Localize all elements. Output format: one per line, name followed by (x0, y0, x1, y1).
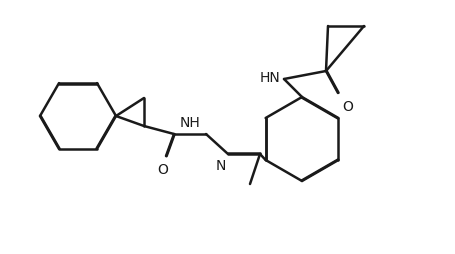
Text: O: O (157, 162, 168, 176)
Text: N: N (215, 158, 226, 172)
Text: NH: NH (179, 116, 200, 130)
Text: HN: HN (259, 71, 279, 85)
Text: O: O (341, 100, 352, 114)
